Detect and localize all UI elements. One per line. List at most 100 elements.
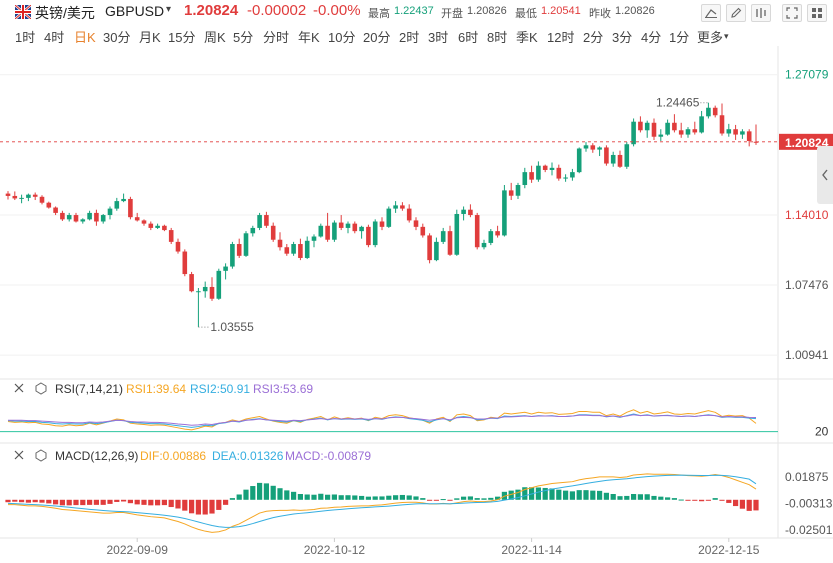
candle-body	[481, 242, 487, 248]
period-tab[interactable]: 15分	[168, 30, 196, 45]
candle-body	[434, 241, 439, 261]
candle-body	[461, 209, 466, 214]
symbol-dropdown-icon[interactable]: ▾	[166, 4, 172, 15]
low-annotation: 1.03555	[210, 320, 254, 334]
macd-histogram-bar	[107, 499, 113, 504]
macd-histogram-bar	[508, 490, 514, 500]
candle-body	[447, 231, 453, 255]
candle-body	[502, 190, 507, 236]
macd-histogram-bar	[372, 496, 378, 500]
period-tab[interactable]: 季K	[516, 30, 538, 45]
candle-body	[379, 221, 385, 227]
period-tab[interactable]: 2分	[583, 30, 604, 45]
candle-body	[257, 215, 262, 228]
macd-histogram-bar	[433, 499, 439, 501]
macd-histogram-bar	[610, 494, 616, 500]
price-tick-label: 1.14010	[785, 208, 829, 222]
period-tab[interactable]: 周K	[204, 30, 226, 45]
macd-histogram-bar	[624, 495, 630, 500]
rsi-legend-1: RSI1:39.64	[126, 382, 186, 396]
candle-body	[175, 241, 181, 252]
period-tab[interactable]: 12时	[547, 30, 575, 45]
candle-body	[631, 121, 636, 145]
period-tab[interactable]: 日K	[74, 30, 96, 45]
period-tab[interactable]: 10分	[328, 30, 356, 45]
open-label: 开盘	[441, 8, 463, 20]
period-tab[interactable]: 更多	[697, 30, 724, 45]
macd-histogram-bar	[168, 499, 174, 508]
close-icon	[14, 450, 24, 460]
candle-body	[121, 198, 126, 202]
candle-body	[5, 193, 11, 196]
candle-body	[706, 107, 711, 117]
macd-histogram-bar	[195, 499, 201, 515]
macd-histogram-bar	[39, 499, 45, 503]
period-tab[interactable]: 1分	[669, 30, 690, 45]
macd-histogram-bar	[488, 497, 494, 500]
macd-histogram-bar	[440, 499, 446, 501]
candle-body	[413, 220, 419, 227]
settings-icon	[35, 382, 47, 395]
macd-histogram-bar	[617, 496, 623, 500]
macd-histogram-bar	[739, 499, 745, 509]
period-tab[interactable]: 4分	[641, 30, 662, 45]
candle-body	[672, 122, 677, 131]
candle-body	[644, 122, 650, 131]
period-tab[interactable]: 分时	[263, 30, 290, 45]
kline-chart[interactable]: 1.24465 1.03555 1.27079 1.14010 1.07476 1.00…	[0, 46, 833, 563]
candle-body	[270, 225, 276, 240]
period-tab[interactable]: 8时	[487, 30, 508, 45]
period-tab[interactable]: 20分	[363, 30, 391, 45]
period-tab[interactable]: 3分	[612, 30, 633, 45]
candle-body	[141, 220, 147, 224]
macd-histogram-bar	[263, 483, 269, 500]
candle-body	[570, 172, 575, 178]
macd-histogram-bar	[515, 489, 521, 500]
symbol-code[interactable]: GBPUSD	[105, 3, 165, 19]
candle-body	[80, 219, 86, 222]
chevron-left-icon[interactable]	[817, 146, 833, 204]
macd-histogram-bar	[359, 495, 365, 500]
candle-body	[515, 185, 521, 196]
candle-body	[304, 240, 310, 258]
macd-tick-label: 0.01875	[785, 470, 829, 484]
candle-body	[427, 235, 432, 261]
date-tick-label: 2022-10-12	[304, 543, 366, 557]
macd-histogram-bar	[175, 499, 181, 509]
more-dropdown-icon[interactable]: ▾	[724, 31, 729, 41]
candle-body	[604, 147, 609, 164]
period-tab[interactable]: 4时	[44, 30, 65, 45]
rsi-legend-2: RSI2:50.91	[190, 382, 250, 396]
period-tab[interactable]: 6时	[458, 30, 479, 45]
macd-histogram-bar	[12, 499, 18, 502]
period-tab[interactable]: 月K	[139, 30, 161, 45]
expand-icon[interactable]	[782, 4, 802, 22]
bars-icon[interactable]	[751, 4, 771, 22]
period-tab[interactable]: 1时	[15, 30, 36, 45]
draw-line-icon[interactable]	[701, 4, 721, 22]
macd-histogram-bar	[270, 485, 276, 500]
macd-histogram-bar	[161, 499, 167, 506]
price-tick-label: 1.27079	[785, 68, 829, 82]
period-tab[interactable]: 30分	[103, 30, 131, 45]
candle-body	[318, 225, 324, 237]
period-tab[interactable]: 3时	[428, 30, 449, 45]
macd-tick-label: -0.00313	[785, 497, 833, 511]
macd-histogram-bar	[325, 494, 331, 500]
period-tab[interactable]: 2时	[399, 30, 420, 45]
price-tick-label: 1.07476	[785, 278, 829, 292]
high-annotation: 1.24465	[656, 96, 700, 110]
pencil-icon[interactable]	[726, 4, 746, 22]
macd-histogram-bar	[637, 494, 643, 500]
macd-histogram-bar	[114, 499, 120, 502]
symbol-name[interactable]: 英镑/美元	[35, 5, 95, 21]
macd-histogram-bar	[277, 488, 283, 500]
candle-body	[563, 177, 568, 179]
grid-icon[interactable]	[807, 4, 827, 22]
period-tab[interactable]: 5分	[233, 30, 254, 45]
candle-body	[359, 226, 364, 232]
macd-histogram-bar	[495, 496, 501, 500]
period-tab[interactable]: 年K	[298, 30, 320, 45]
high-label: 最高	[368, 8, 390, 20]
